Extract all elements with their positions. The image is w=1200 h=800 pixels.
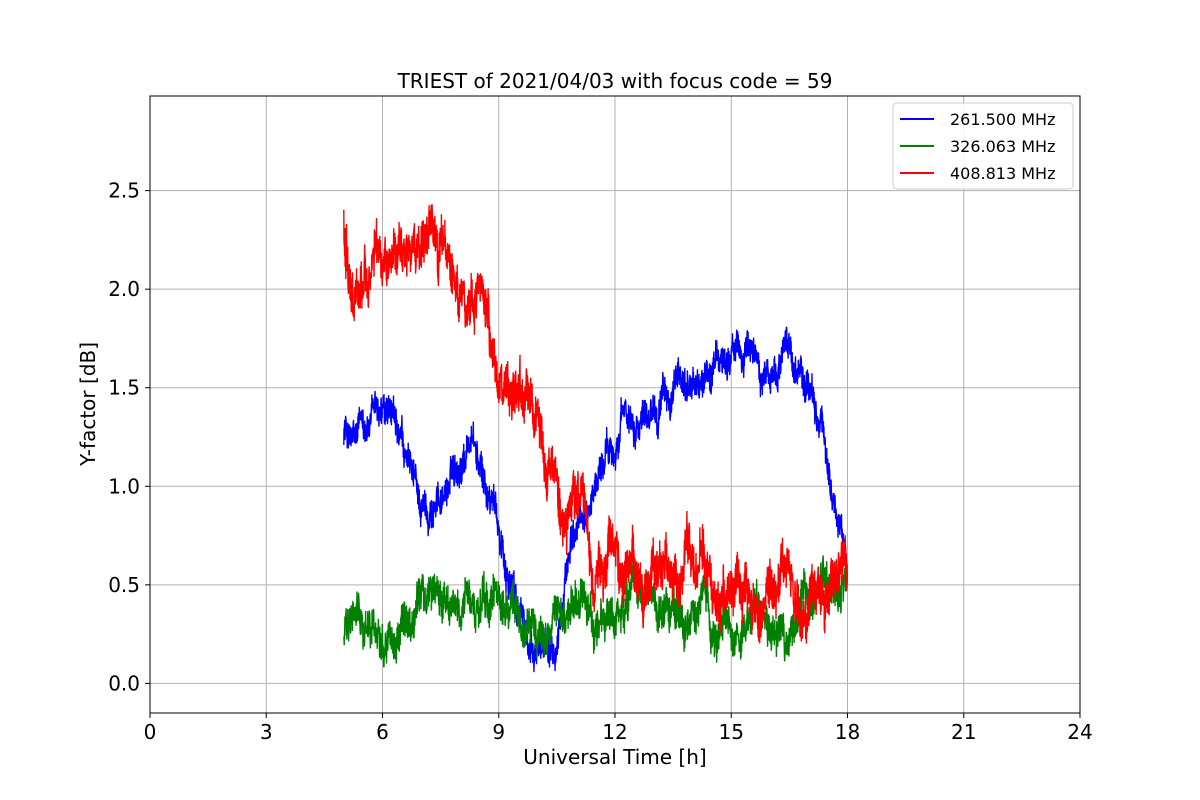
y-tick-label: 1.0	[108, 474, 140, 498]
x-tick-label: 3	[260, 720, 273, 744]
legend-label: 408.813 MHz	[950, 164, 1055, 183]
x-tick-label: 0	[144, 720, 157, 744]
y-axis: 0.0 0.5 1.0 1.5 2.0 2.5	[108, 179, 150, 695]
y-tick-label: 2.5	[108, 179, 140, 203]
legend-label: 326.063 MHz	[950, 137, 1055, 156]
x-tick-label: 6	[376, 720, 389, 744]
chart-title: TRIEST of 2021/04/03 with focus code = 5…	[397, 69, 833, 93]
x-tick-label: 15	[719, 720, 744, 744]
legend-label: 261.500 MHz	[950, 110, 1055, 129]
x-tick-label: 21	[951, 720, 976, 744]
y-tick-label: 0.0	[108, 671, 140, 695]
x-axis-label: Universal Time [h]	[523, 745, 706, 769]
y-axis-label: Y-factor [dB]	[76, 342, 100, 467]
x-axis: 0 3 6 9 12 15 18 21 24	[144, 713, 1093, 744]
legend: 261.500 MHz 326.063 MHz 408.813 MHz	[892, 102, 1074, 190]
series-line-261-500-mhz	[343, 326, 848, 673]
y-tick-label: 2.0	[108, 277, 140, 301]
y-tick-label: 0.5	[108, 573, 140, 597]
y-tick-label: 1.5	[108, 376, 140, 400]
x-tick-label: 24	[1067, 720, 1092, 744]
series-line-408-813-mhz	[343, 204, 848, 644]
legend-box	[892, 102, 1074, 190]
x-tick-label: 12	[602, 720, 627, 744]
series-layer	[343, 204, 848, 673]
x-tick-label: 9	[492, 720, 505, 744]
x-tick-label: 18	[835, 720, 860, 744]
